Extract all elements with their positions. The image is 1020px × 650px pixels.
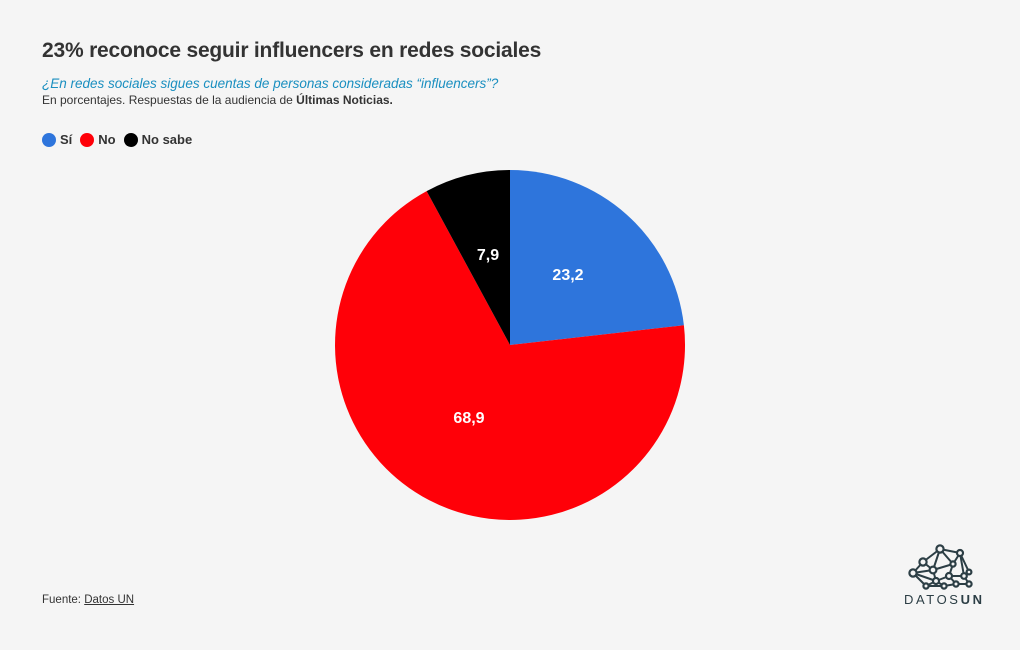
pie-slice-no-sabe[interactable] xyxy=(426,169,510,345)
legend-item-no[interactable]: No xyxy=(80,132,116,147)
source-note: Fuente: Datos UN xyxy=(42,594,134,606)
legend-label-no: No xyxy=(98,132,116,147)
legend-swatch-no xyxy=(80,132,95,147)
chart-question: ¿En redes sociales sigues cuentas de per… xyxy=(42,76,499,91)
legend-swatch-si xyxy=(42,132,56,147)
legend-label-no-sabe: No sabe xyxy=(141,132,193,147)
description-source-name: Últimas Noticias. xyxy=(296,93,393,107)
source-prefix: Fuente: xyxy=(42,594,85,606)
legend-item-si[interactable]: Sí xyxy=(42,132,72,147)
pie-slice-si[interactable] xyxy=(510,170,684,345)
legend-swatch-no-sabe xyxy=(123,132,138,147)
chart-legend: Sí No No sabe xyxy=(42,132,194,147)
chart-title: 23% reconoce seguir influencers en redes… xyxy=(42,39,542,62)
chart-description: En porcentajes. Respuestas de la audienc… xyxy=(42,93,393,107)
pie-label-si: 23,2 xyxy=(552,267,583,284)
datos-un-logo-text: DATOSUN xyxy=(904,592,985,607)
source-link[interactable]: Datos UN xyxy=(84,594,135,606)
logo-text-bold: UN xyxy=(960,592,985,607)
pie-label-no-sabe: 7,9 xyxy=(477,247,499,264)
pie-label-no: 68,9 xyxy=(453,410,484,427)
legend-label-si: Sí xyxy=(60,132,73,147)
logo-text-light: DATOS xyxy=(904,592,961,607)
legend-item-no-sabe[interactable]: No sabe xyxy=(123,132,193,147)
description-prefix: En porcentajes. Respuestas de la audienc… xyxy=(42,93,297,107)
pie-slice-no[interactable] xyxy=(335,191,686,520)
network-brain-icon xyxy=(908,544,973,590)
